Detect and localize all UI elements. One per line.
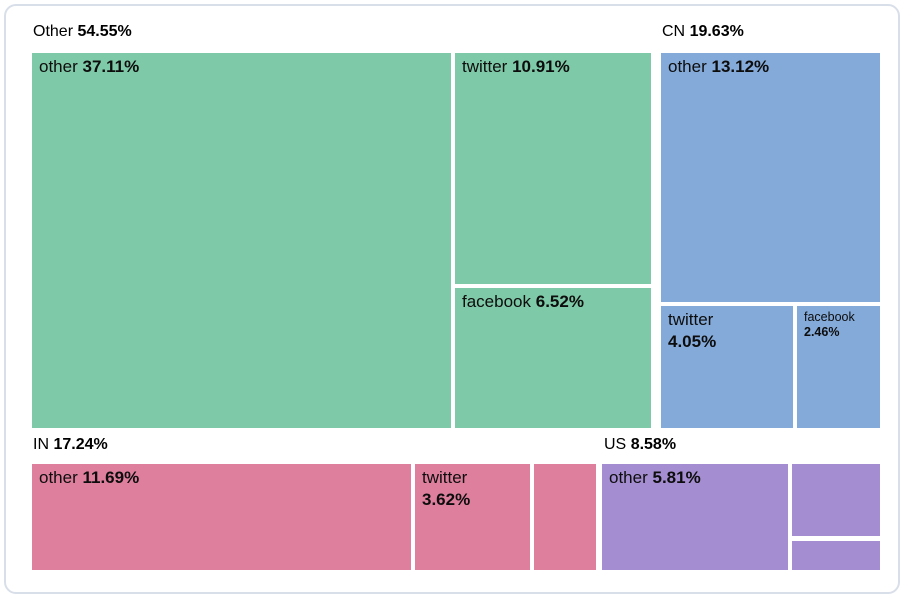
- cell-share: 5.81%: [652, 468, 701, 487]
- cell-label: facebook 6.52%: [455, 288, 651, 313]
- cell-name: twitter: [422, 468, 468, 487]
- treemap-group-label-other: Other 54.55%: [33, 22, 132, 42]
- treemap-cell-us-other[interactable]: other 5.81%: [602, 464, 788, 570]
- treemap-cell-other-other[interactable]: other 37.11%: [32, 53, 451, 428]
- cell-label: twitter 4.05%: [661, 306, 793, 353]
- cell-name: other: [609, 468, 648, 487]
- cell-share: 3.62%: [422, 490, 471, 509]
- cell-name: other: [39, 468, 78, 487]
- treemap-cell-us-unlabeled-1[interactable]: [792, 464, 880, 536]
- cell-label: other 11.69%: [32, 464, 411, 489]
- treemap-cell-other-twitter[interactable]: twitter 10.91%: [455, 53, 651, 284]
- group-name: US: [604, 436, 627, 453]
- cell-label: other 37.11%: [32, 53, 451, 78]
- treemap-group-label-us: US 8.58%: [604, 435, 676, 455]
- treemap-cell-other-facebook[interactable]: facebook 6.52%: [455, 288, 651, 428]
- cell-share: 4.05%: [668, 332, 717, 351]
- cell-name: twitter: [462, 57, 508, 76]
- cell-share: 13.12%: [711, 57, 770, 76]
- treemap-cell-in-other[interactable]: other 11.69%: [32, 464, 411, 570]
- group-name: IN: [33, 436, 49, 453]
- treemap-cell-cn-twitter[interactable]: twitter 4.05%: [661, 306, 793, 428]
- cell-share: 37.11%: [82, 57, 140, 76]
- cell-name: facebook: [462, 292, 531, 311]
- group-share: 54.55%: [77, 23, 132, 40]
- cell-share: 6.52%: [535, 292, 584, 311]
- group-share: 17.24%: [53, 436, 108, 453]
- treemap-cell-us-unlabeled-2[interactable]: [792, 541, 880, 570]
- treemap-cell-in-twitter[interactable]: twitter 3.62%: [415, 464, 530, 570]
- group-share: 8.58%: [630, 436, 677, 453]
- treemap-cell-in-unlabeled-2[interactable]: [534, 464, 596, 570]
- treemap-cell-cn-other[interactable]: other 13.12%: [661, 53, 880, 302]
- cell-label: facebook 2.46%: [797, 306, 880, 340]
- cell-name: facebook: [804, 310, 855, 324]
- treemap-group-label-cn: CN 19.63%: [662, 22, 744, 42]
- treemap-group-label-in: IN 17.24%: [33, 435, 108, 455]
- treemap-cell-cn-facebook[interactable]: facebook 2.46%: [797, 306, 880, 428]
- cell-share: 10.91%: [512, 57, 570, 76]
- cell-label: twitter 10.91%: [455, 53, 651, 78]
- cell-name: other: [668, 57, 707, 76]
- group-name: CN: [662, 23, 686, 40]
- cell-share: 2.46%: [804, 325, 840, 339]
- group-share: 19.63%: [689, 23, 744, 40]
- group-name: Other: [33, 23, 74, 40]
- cell-label: other 5.81%: [602, 464, 788, 489]
- cell-name: other: [39, 57, 78, 76]
- cell-name: twitter: [668, 310, 714, 329]
- cell-share: 11.69%: [82, 468, 140, 487]
- cell-label: other 13.12%: [661, 53, 880, 78]
- cell-label: twitter 3.62%: [415, 464, 530, 511]
